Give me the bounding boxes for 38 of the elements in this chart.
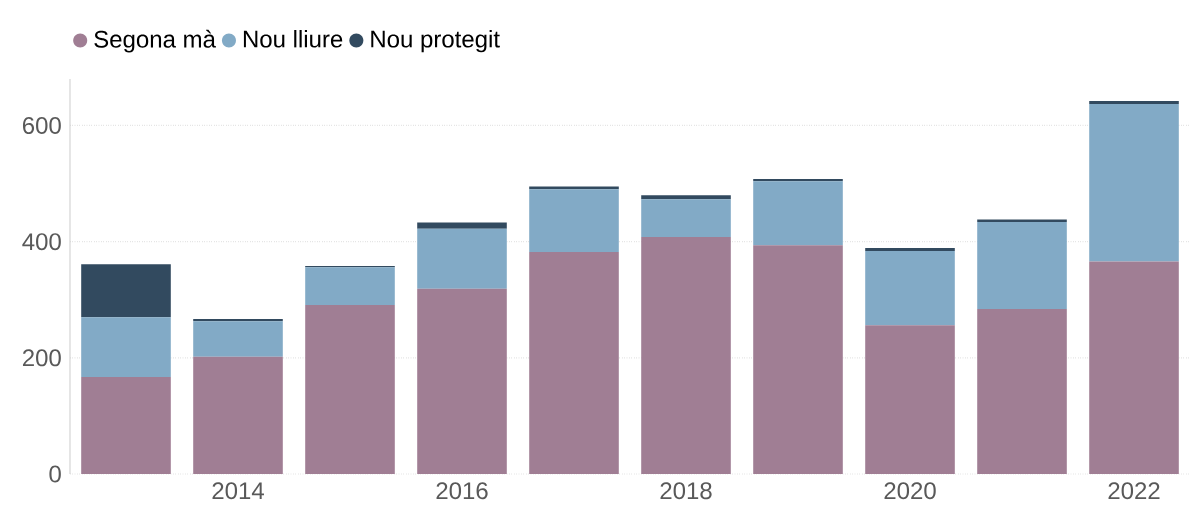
x-tick-label: 2022	[1108, 482, 1160, 500]
bar	[753, 181, 843, 246]
legend-label: Nou protegit	[371, 29, 500, 53]
y-tick-label: 600	[22, 116, 61, 134]
bar	[977, 309, 1067, 474]
y-tick-label: 200	[22, 349, 61, 367]
bar	[305, 304, 395, 474]
bar	[641, 199, 731, 237]
bar	[193, 321, 283, 357]
bar	[417, 222, 507, 229]
bar	[865, 248, 955, 251]
bar	[865, 250, 955, 326]
bar	[529, 252, 619, 474]
legend-label: Segona mà	[94, 29, 216, 53]
bar	[1089, 261, 1179, 474]
y-tick-label: 0	[49, 465, 61, 483]
bar	[753, 245, 843, 474]
y-tick-label: 400	[22, 233, 61, 251]
legend-label: Nou lliure	[243, 29, 343, 48]
x-tick-label: 2016	[436, 482, 488, 500]
x-tick-label: 2014	[212, 482, 264, 500]
x-tick-label: 2020	[884, 482, 936, 500]
bar	[417, 288, 507, 474]
bar	[193, 356, 283, 474]
bar	[305, 267, 395, 305]
bar	[529, 186, 619, 190]
bar	[81, 317, 171, 377]
bar	[865, 325, 955, 474]
bar	[529, 189, 619, 253]
bar	[417, 228, 507, 289]
bar	[1089, 103, 1179, 262]
bar	[81, 264, 171, 318]
bar	[977, 221, 1067, 310]
bar	[1089, 101, 1179, 104]
bar	[641, 237, 731, 474]
bar	[81, 376, 171, 474]
bar	[641, 195, 731, 200]
x-tick-label: 2018	[660, 482, 712, 500]
